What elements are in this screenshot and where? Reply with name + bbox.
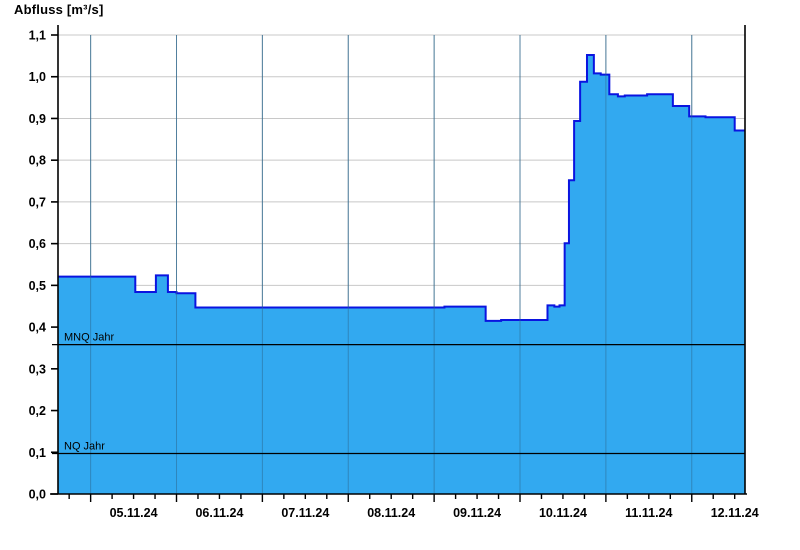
reference-label-nq: NQ Jahr (64, 441, 105, 453)
y-tick-label: 0,5 (29, 279, 46, 293)
y-tick-label: 0,0 (29, 488, 46, 502)
discharge-line (58, 54, 745, 322)
y-tick-label: 0,1 (29, 446, 46, 460)
x-tick-label: 08.11.24 (367, 506, 415, 520)
y-tick-label: 0,7 (29, 195, 46, 209)
y-tick-label: 0,4 (29, 321, 46, 335)
y-tick-label: 0,3 (29, 362, 46, 376)
x-axis-ticks: 05.11.24 06.11.24 07.11.24 08.11.24 09.11.24… (68, 494, 759, 520)
x-tick-label: 09.11.24 (453, 506, 501, 520)
x-tick-label: 07.11.24 (281, 506, 329, 520)
y-tick-label: 1,0 (29, 70, 46, 84)
chart-title: Abfluss [m³/s] (14, 2, 104, 17)
x-tick-label: 11.11.24 (625, 506, 672, 520)
x-tick-label: 06.11.24 (195, 506, 243, 520)
y-tick-label: 0,8 (29, 154, 46, 168)
y-tick-label: 1,1 (29, 29, 46, 43)
x-tick-label: 05.11.24 (110, 506, 158, 520)
y-tick-label: 0,9 (29, 112, 46, 126)
y-tick-label: 0,2 (29, 404, 46, 418)
x-tick-label: 10.11.24 (539, 506, 587, 520)
reference-label-mnq: MNQ Jahr (64, 332, 114, 344)
x-tick-label: 12.11.24 (711, 506, 759, 520)
y-axis-ticks: 0,0 0,1 0,2 0,3 0,4 0,5 0,6 0,7 0,8 0,9 1,0 1,1 (29, 29, 58, 502)
y-tick-label: 0,6 (29, 237, 46, 251)
discharge-area-fill (58, 55, 745, 494)
